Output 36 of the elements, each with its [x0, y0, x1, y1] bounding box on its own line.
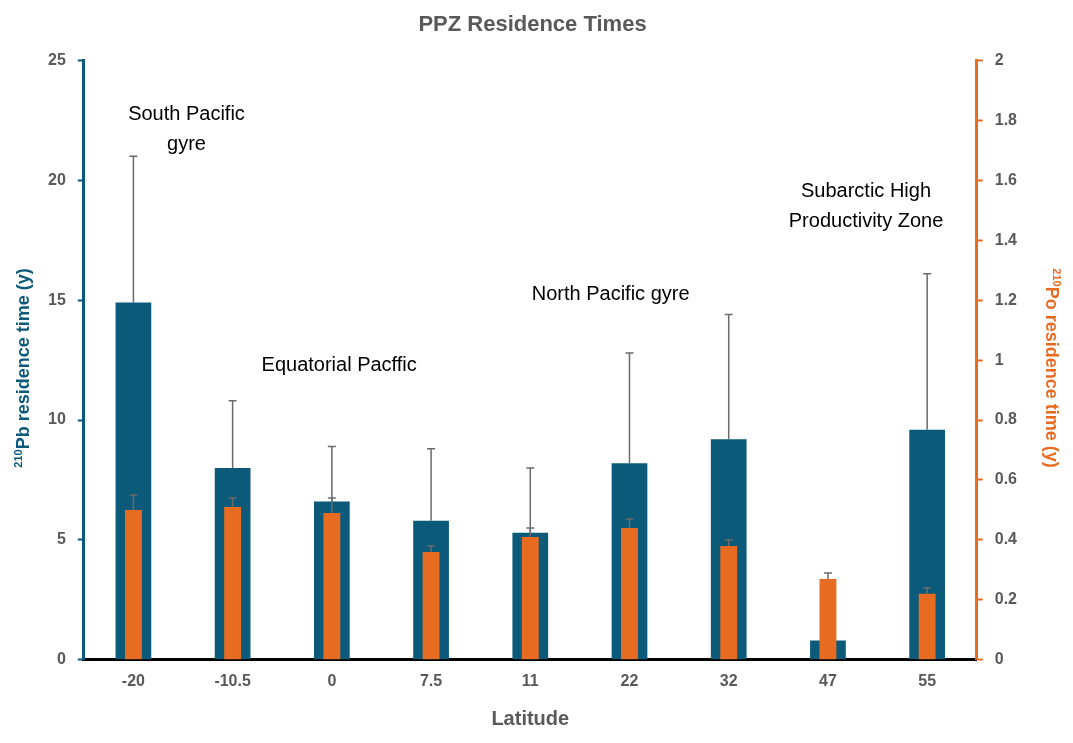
y2-tick-label: 0.6 — [994, 470, 1018, 488]
y-tick-label: 10 — [48, 410, 66, 428]
annotation: Equatorial Pacffic — [261, 353, 417, 376]
bar — [918, 593, 936, 660]
y2-tick-label: 0 — [994, 650, 1004, 668]
y2-tick-label: 0.2 — [994, 590, 1018, 608]
y2-tick-label: 1.2 — [994, 290, 1018, 308]
bar — [621, 527, 638, 660]
annotation: South Pacific gyre — [128, 102, 245, 155]
x-tick-label: -20 — [121, 671, 146, 689]
x-tick-label: 0 — [327, 671, 337, 689]
y-tick-label: 25 — [48, 50, 66, 68]
x-tick-label: 22 — [620, 671, 639, 689]
annotation: Subarctic High Productivity Zone — [788, 178, 944, 231]
annotation: North Pacific gyre — [531, 282, 690, 305]
x-tick-label: 11 — [521, 671, 539, 689]
x-axis-title: Latitude — [491, 706, 570, 729]
x-tick-label: 55 — [918, 671, 937, 689]
chart-title: PPZ Residence Times — [418, 11, 647, 37]
y2-tick-label: 1.8 — [994, 110, 1018, 128]
x-tick-label: 47 — [819, 671, 837, 689]
y2-tick-label: 1 — [994, 350, 1004, 368]
y-tick-label: 0 — [56, 650, 66, 668]
y-tick-label: 15 — [48, 290, 66, 308]
y2-tick-label: 0.4 — [994, 530, 1018, 548]
y-tick-label: 20 — [48, 170, 66, 188]
y2-tick-label: 0.8 — [994, 410, 1018, 428]
x-tick-label: -10.5 — [214, 671, 251, 689]
bar — [720, 545, 738, 660]
bar — [124, 509, 142, 660]
y2-tick-label: 2 — [994, 50, 1004, 68]
y2-tick-label: 1.6 — [994, 170, 1018, 188]
y-tick-label: 5 — [56, 530, 66, 548]
x-tick-label: 7.5 — [419, 671, 443, 689]
y2-tick-label: 1.4 — [994, 230, 1018, 248]
x-tick-label: 32 — [719, 671, 738, 689]
